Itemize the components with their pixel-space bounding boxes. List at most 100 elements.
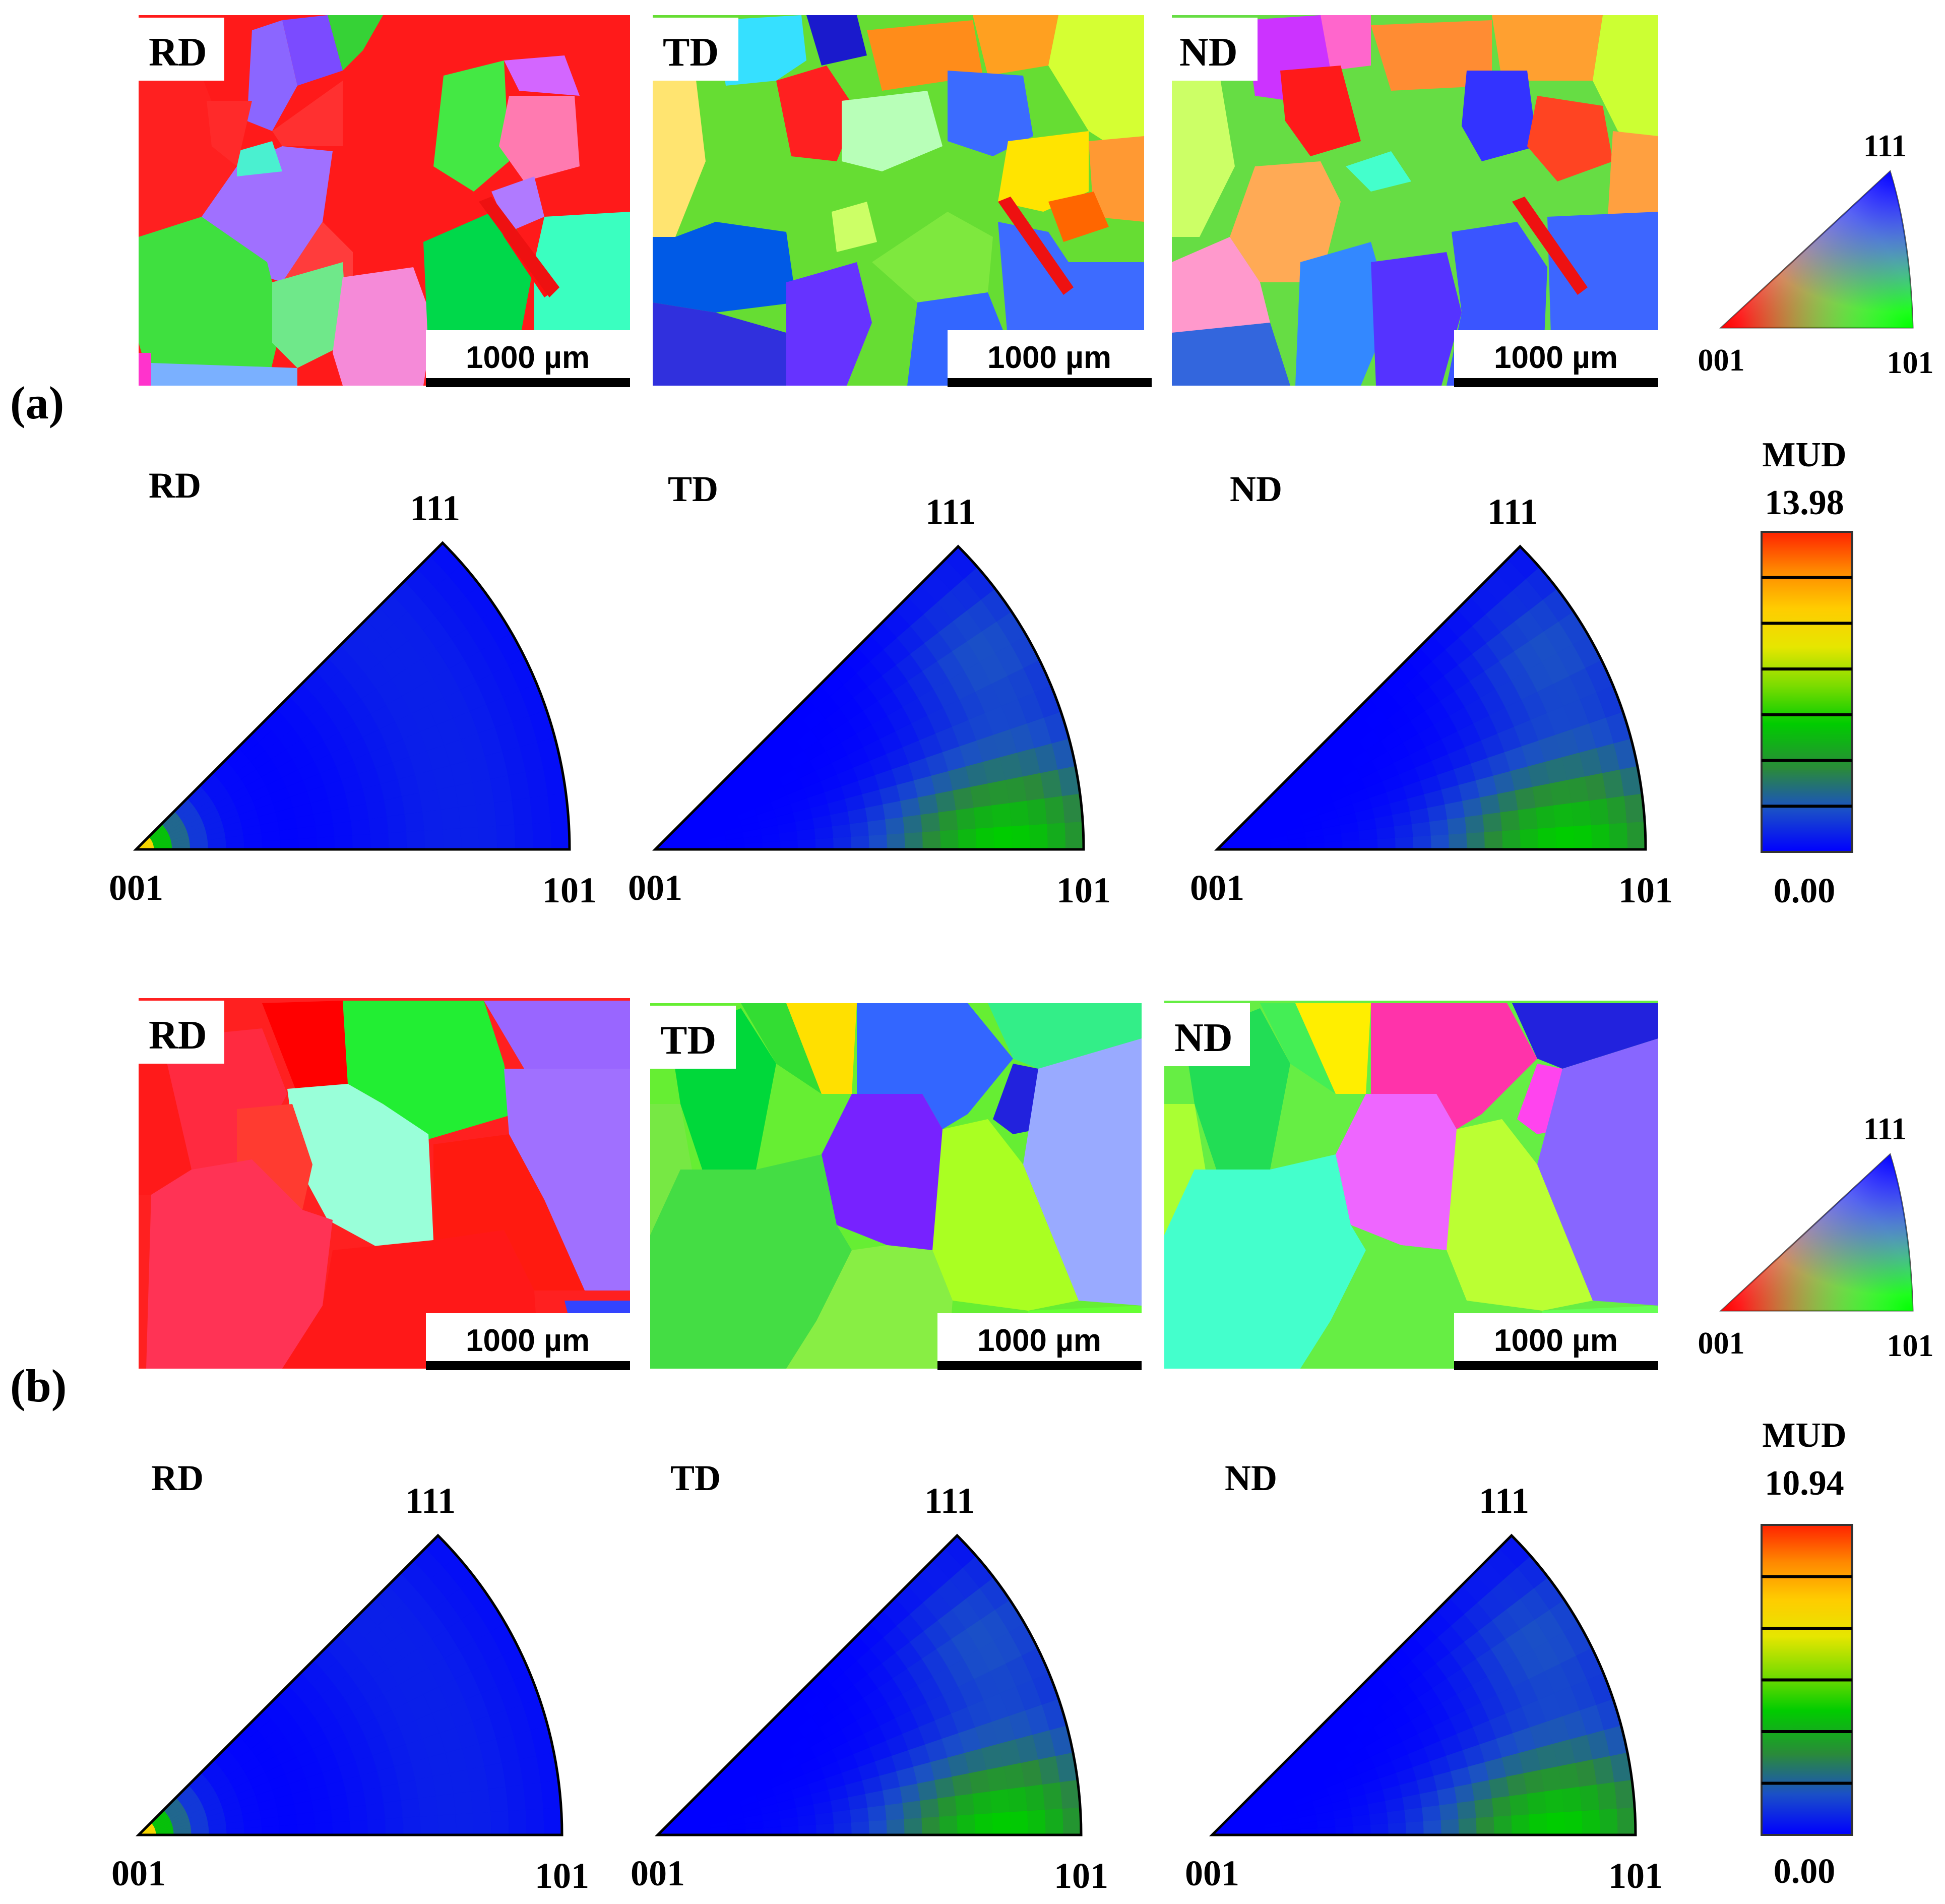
ipf-density-cell <box>506 1784 526 1811</box>
ipf-density-cell <box>473 1811 492 1835</box>
ipf-density-cell <box>316 836 335 850</box>
ipf-density-cell <box>993 826 1013 850</box>
ipf-density-cell <box>1493 1815 1513 1835</box>
ipf-density-cell <box>508 1809 527 1835</box>
ipf-density-cell <box>1606 795 1627 824</box>
panel-a-colorbar-ticks <box>1762 576 1852 808</box>
ipf-density-cell <box>1529 1812 1548 1835</box>
ipf-density-cell <box>1388 1822 1407 1835</box>
ipf-density-cell <box>348 1805 368 1822</box>
ipf-density-cell <box>1429 819 1449 836</box>
ipf-density-cell <box>904 1817 923 1835</box>
ipf-outline <box>1209 1533 1637 1836</box>
ipf-density-cell <box>1518 807 1538 830</box>
ipf-density-cell <box>331 1807 350 1823</box>
ipf-density-cell <box>418 1795 438 1817</box>
ipf-density-cell <box>958 828 977 850</box>
ipf-density-cell <box>1335 1825 1354 1835</box>
ipf-density-cell <box>453 1791 474 1815</box>
ipf-density-cell <box>419 789 441 812</box>
ipf-density-cell <box>867 819 887 836</box>
ipf-density-cell <box>1395 836 1414 850</box>
panel-a-scale-bar-td: 1000 µm <box>987 340 1111 375</box>
ipf-density-cell <box>523 1782 544 1810</box>
ipf-density-cell <box>1377 837 1396 850</box>
ipf-density-cell <box>1026 797 1048 825</box>
ipf-outline <box>135 1533 563 1836</box>
panel-b-map-td-tag: TD <box>660 1018 716 1063</box>
ipf-density-cell <box>435 1793 456 1816</box>
ipf-density-cell <box>460 826 480 850</box>
panel-b-map-nd-tag: ND <box>1174 1016 1233 1060</box>
ipf-density-cell <box>334 835 353 850</box>
panel-a-ipf-td: 001 101 111 TD <box>628 469 1111 910</box>
panel-b-key-label-001: 001 <box>1698 1326 1745 1361</box>
ipf-density-cell <box>1488 1776 1510 1799</box>
ipf-density-cell <box>261 1825 280 1835</box>
panel-b-colorbar-max: 10.94 <box>1765 1464 1844 1503</box>
ipf-density-cell <box>442 828 462 850</box>
ipf-density-cell <box>1484 830 1503 850</box>
ipf-density-cell <box>1009 1810 1029 1835</box>
ipf-density-cell <box>1430 834 1450 850</box>
ipf-density-cell <box>1474 1798 1494 1818</box>
ipf-density-cell <box>404 811 425 832</box>
ipf-density-cell <box>1626 821 1646 850</box>
ipf-direction-label: TD <box>668 469 718 509</box>
panel-a-twin-band-nd <box>1512 197 1588 295</box>
ipf-density-cell <box>298 837 317 850</box>
ipf-label-111: 111 <box>1487 492 1538 532</box>
ipf-density-cell <box>1501 829 1521 850</box>
ipf-density-cell <box>400 1798 421 1818</box>
panel-b-scale-bar-rd: 1000 µm <box>466 1323 590 1358</box>
ipf-density-cell <box>850 1807 869 1823</box>
panel-b-scale-bar-nd: 1000 µm <box>1494 1323 1618 1358</box>
ipf-density-cell <box>1537 827 1557 850</box>
panel-b-map-rd <box>139 998 630 1369</box>
ipf-label-101: 101 <box>1054 1856 1108 1896</box>
ipf-label-111: 111 <box>1479 1481 1529 1521</box>
panel-a-scale-bar-rd: 1000 µm <box>466 340 590 375</box>
ipf-density-cell <box>1511 1814 1530 1835</box>
panel-a-colorbar: MUD 13.98 0.00 <box>1761 436 1853 910</box>
ipf-density-cell <box>919 1798 940 1818</box>
panel-a-ipf-key: 111 001 101 <box>1698 129 1934 380</box>
panel-b-scale-bar-td: 1000 µm <box>977 1323 1101 1358</box>
ipf-density-cell <box>514 823 534 850</box>
ipf-density-cell <box>849 821 869 837</box>
ipf-density-cell <box>939 1815 958 1835</box>
ipf-density-cell <box>455 782 477 808</box>
panel-a-key-label-101: 101 <box>1887 346 1934 380</box>
panel-b-colorbar-title: MUD <box>1762 1416 1846 1455</box>
ipf-density-cell <box>1588 797 1610 825</box>
ipf-density-cell <box>1405 1820 1424 1835</box>
ipf-density-cell <box>402 1816 421 1835</box>
ipf-density-cell <box>833 836 852 850</box>
ipf-density-cell <box>1007 1786 1028 1812</box>
ipf-density-cell <box>868 1819 888 1835</box>
ipf-density-cell <box>934 1776 956 1799</box>
ipf-density-cell <box>1341 839 1360 850</box>
panel-b-label: (b) <box>10 1360 67 1411</box>
ipf-density-cell <box>886 1818 905 1835</box>
ipf-density-cell <box>1520 828 1539 850</box>
ipf-density-cell <box>991 802 1012 828</box>
ipf-density-cell <box>1457 1800 1477 1819</box>
ipf-density-cell <box>1423 1819 1442 1835</box>
ipf-density-cell <box>1448 833 1468 850</box>
ipf-density-cell <box>886 833 906 850</box>
ipf-density-cell <box>797 838 817 850</box>
panel-b-ipf-td: 001 101 111 TD <box>631 1458 1108 1896</box>
panel-a-twin-band-td <box>998 197 1074 295</box>
ipf-density-cell <box>885 1802 905 1820</box>
ipf-density-cell <box>532 822 552 850</box>
ipf-density-cell <box>525 1808 545 1835</box>
ipf-density-cell <box>867 1805 887 1822</box>
ipf-density-cell <box>368 816 389 835</box>
ipf-density-cell <box>952 786 974 810</box>
ipf-density-cell <box>488 1786 509 1812</box>
ipf-density-cell <box>1596 1782 1617 1810</box>
panel-a-map-rd <box>139 15 630 386</box>
ipf-density-cell <box>951 1772 973 1796</box>
